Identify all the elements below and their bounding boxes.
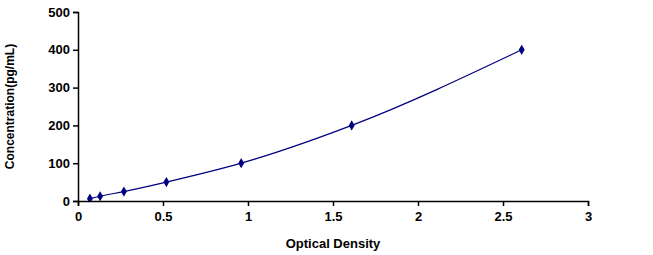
y-tick-mark [73, 163, 78, 165]
y-tick-label: 300 [48, 80, 70, 95]
x-tick-label: 1.5 [324, 209, 342, 224]
x-tick-mark [333, 201, 335, 206]
x-tick: 2.5 [494, 201, 512, 224]
y-tick-mark [73, 125, 78, 127]
x-axis-title: Optical Density [286, 236, 381, 251]
y-tick-mark [73, 50, 78, 52]
y-axis-line [73, 13, 79, 202]
y-tick-label: 0 [63, 194, 70, 209]
y-tick: 500 [48, 5, 78, 20]
y-tick-label: 500 [48, 5, 70, 20]
x-axis: 0 0.5 1 1.5 2 2.5 3 [75, 201, 592, 224]
x-tick-label: 2.5 [494, 209, 512, 224]
y-tick: 100 [48, 156, 78, 171]
x-tick-label: 2 [415, 209, 422, 224]
point [238, 158, 244, 168]
x-tick: 1 [245, 201, 252, 224]
y-tick: 0 [63, 194, 78, 209]
x-tick: 3 [585, 201, 592, 224]
x-axis-line [79, 202, 589, 207]
x-tick-label: 1 [245, 209, 252, 224]
x-tick-mark [418, 201, 420, 206]
x-tick: 1.5 [324, 201, 342, 224]
data [87, 45, 525, 201]
chart: 0 0.5 1 1.5 2 2.5 3 0 100 200 300 400 500 Optical Den… [0, 0, 653, 255]
point [97, 191, 103, 201]
y-tick-mark [73, 201, 78, 203]
x-tick-label: 3 [585, 209, 592, 224]
x-tick: 2 [415, 201, 422, 224]
y-tick-label: 400 [48, 42, 70, 57]
x-tick-mark [503, 201, 505, 206]
y-tick-mark [73, 12, 78, 14]
x-tick-mark [588, 201, 590, 206]
y-tick-label: 100 [48, 156, 70, 171]
plot: 0 0.5 1 1.5 2 2.5 3 0 100 200 300 400 500 [48, 5, 592, 224]
point [121, 186, 127, 196]
y-axis: 0 100 200 300 400 500 [48, 5, 78, 209]
point [519, 45, 525, 55]
x-tick-mark [248, 201, 250, 206]
y-tick: 300 [48, 80, 78, 95]
y-tick: 200 [48, 118, 78, 133]
x-tick: 0 [75, 201, 82, 224]
x-tick: 0.5 [154, 201, 172, 224]
curve [90, 50, 522, 199]
x-tick-label: 0.5 [154, 209, 172, 224]
point [163, 177, 169, 187]
y-tick-label: 200 [48, 118, 70, 133]
point [349, 120, 355, 130]
y-tick: 400 [48, 42, 78, 57]
point [87, 194, 93, 201]
y-tick-mark [73, 87, 78, 89]
x-tick-mark [163, 201, 165, 206]
x-tick-label: 0 [75, 209, 82, 224]
y-axis-title: Concentration(pg/mL) [3, 44, 17, 169]
